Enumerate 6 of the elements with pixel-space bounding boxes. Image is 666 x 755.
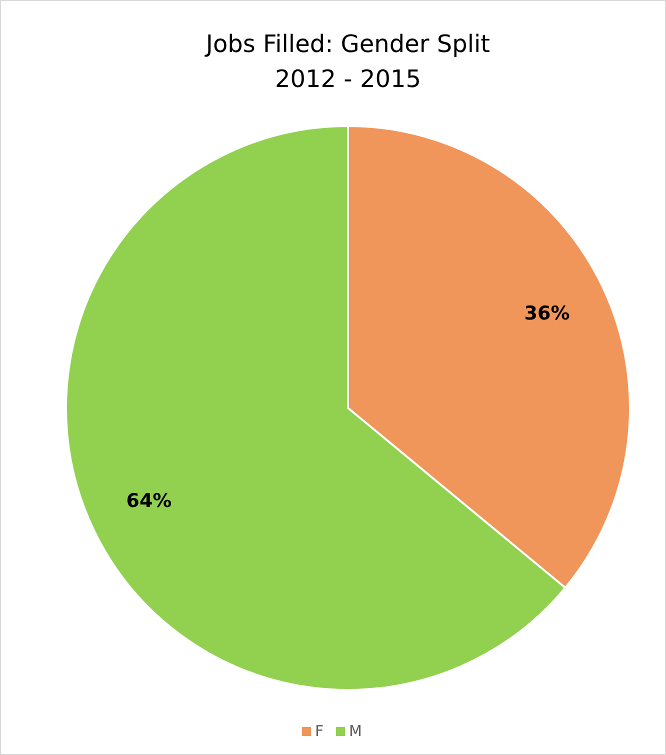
chart-title: Jobs Filled: Gender Split xyxy=(204,30,490,58)
legend-label: M xyxy=(349,722,362,740)
chart-subtitle: 2012 - 2015 xyxy=(274,65,422,93)
legend-label: F xyxy=(315,722,324,740)
data-label: 36% xyxy=(524,302,570,325)
data-label: 64% xyxy=(126,490,172,512)
